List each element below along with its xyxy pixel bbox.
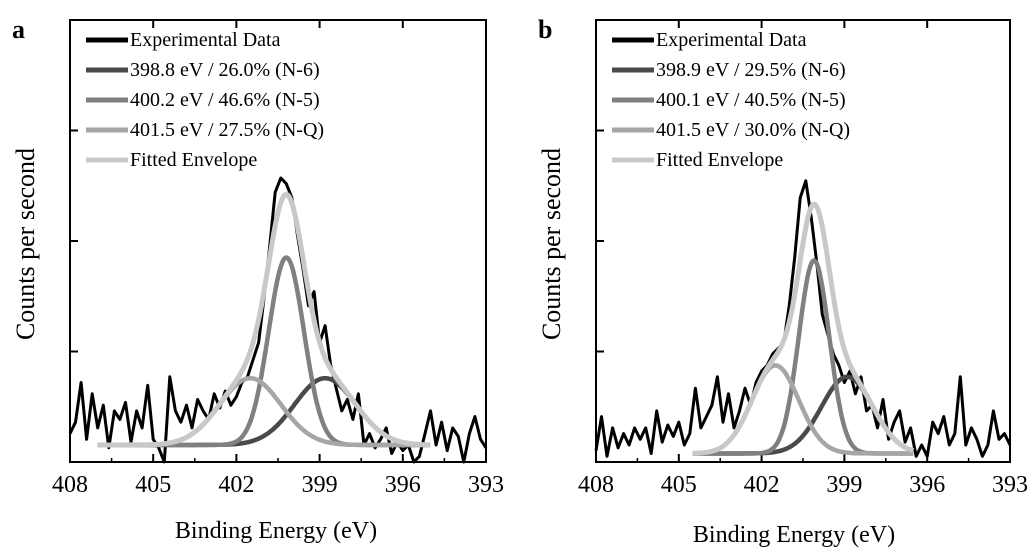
x-axis-label: Binding Energy (eV): [175, 518, 377, 544]
legend: Experimental Data 398.9 eV / 29.5% (N-6) 4…: [612, 29, 850, 171]
x-tick-label: 402: [744, 472, 780, 498]
plot-area: 408 405 402 399 396 393: [578, 19, 1028, 498]
legend-label: Fitted Envelope: [130, 149, 257, 171]
x-tick-label: 399: [302, 472, 338, 498]
x-tick-label: 393: [992, 472, 1028, 498]
series-experimental-data: [594, 179, 1012, 458]
legend-label: 398.9 eV / 29.5% (N-6): [656, 59, 846, 81]
x-tick-label: 408: [52, 472, 88, 498]
x-tick-label: 408: [578, 472, 614, 498]
legend-label: 400.2 eV / 46.6% (N-5): [130, 89, 320, 111]
legend-label: 401.5 eV / 30.0% (N-Q): [656, 119, 850, 141]
legend-label: Experimental Data: [656, 29, 807, 51]
x-tick-label: 393: [468, 472, 504, 498]
legend-label: 401.5 eV / 27.5% (N-Q): [130, 119, 324, 141]
panel-b: b Counts per second Binding Energy (eV) …: [537, 15, 1028, 548]
x-axis-label: Binding Energy (eV): [693, 522, 895, 548]
series-experimental-data: [68, 176, 488, 464]
plot-frame: [69, 19, 487, 463]
x-tick-label: 405: [661, 472, 697, 498]
legend-label: 400.1 eV / 40.5% (N-5): [656, 89, 846, 111]
panel-label: b: [538, 15, 552, 44]
series-fitted-envelope: [691, 201, 915, 456]
legend-label: Fitted Envelope: [656, 149, 783, 171]
x-tick-label: 405: [135, 472, 171, 498]
panel-label: a: [12, 15, 25, 44]
y-axis-label: Counts per second: [537, 148, 566, 340]
series-fitted-envelope: [96, 191, 432, 448]
legend: Experimental Data 398.8 eV / 26.0% (N-6) 4…: [86, 29, 324, 171]
x-tick-label: 402: [218, 472, 254, 498]
plot-area: 408 405 402 399 396 393: [52, 19, 504, 498]
legend-label: 398.8 eV / 26.0% (N-6): [130, 59, 320, 81]
x-tick-label: 396: [909, 472, 945, 498]
x-tick-label: 399: [826, 472, 862, 498]
y-axis-label: Counts per second: [11, 148, 40, 340]
panel-a: a Counts per second Binding Energy (eV) …: [11, 15, 504, 544]
legend-label: Experimental Data: [130, 29, 281, 51]
x-tick-label: 396: [385, 472, 421, 498]
